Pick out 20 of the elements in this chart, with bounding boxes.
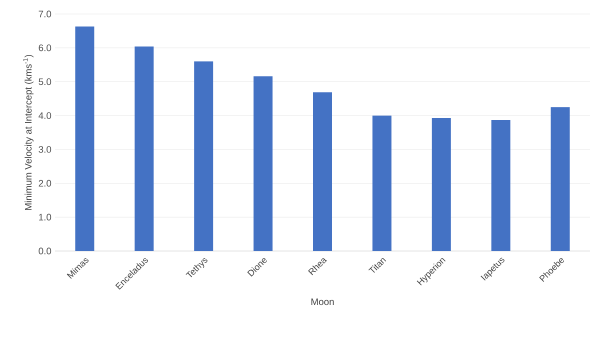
bar	[313, 92, 332, 251]
y-axis-title: Minimum Velocity at Intercept (kms$^{-1}$)	[23, 54, 34, 210]
bar	[194, 61, 214, 251]
y-tick-label: 0.0	[38, 248, 52, 254]
bar	[550, 107, 570, 251]
y-tick-label: 4.0	[38, 112, 52, 119]
bar	[372, 116, 392, 251]
bar	[432, 118, 451, 251]
y-tick-label: 5.0	[38, 78, 52, 86]
bar	[75, 26, 94, 251]
bar	[134, 46, 154, 251]
x-tick-label: Titan	[368, 258, 386, 273]
bar	[254, 76, 273, 251]
y-tick-label: 2.0	[38, 180, 52, 187]
x-axis-title: Moon	[311, 298, 334, 306]
bar	[491, 120, 510, 251]
y-tick-label: 7.0	[38, 10, 52, 18]
y-tick-label: 3.0	[38, 146, 52, 153]
y-tick-label: 6.0	[38, 44, 52, 52]
y-tick-label: 1.0	[39, 214, 52, 220]
